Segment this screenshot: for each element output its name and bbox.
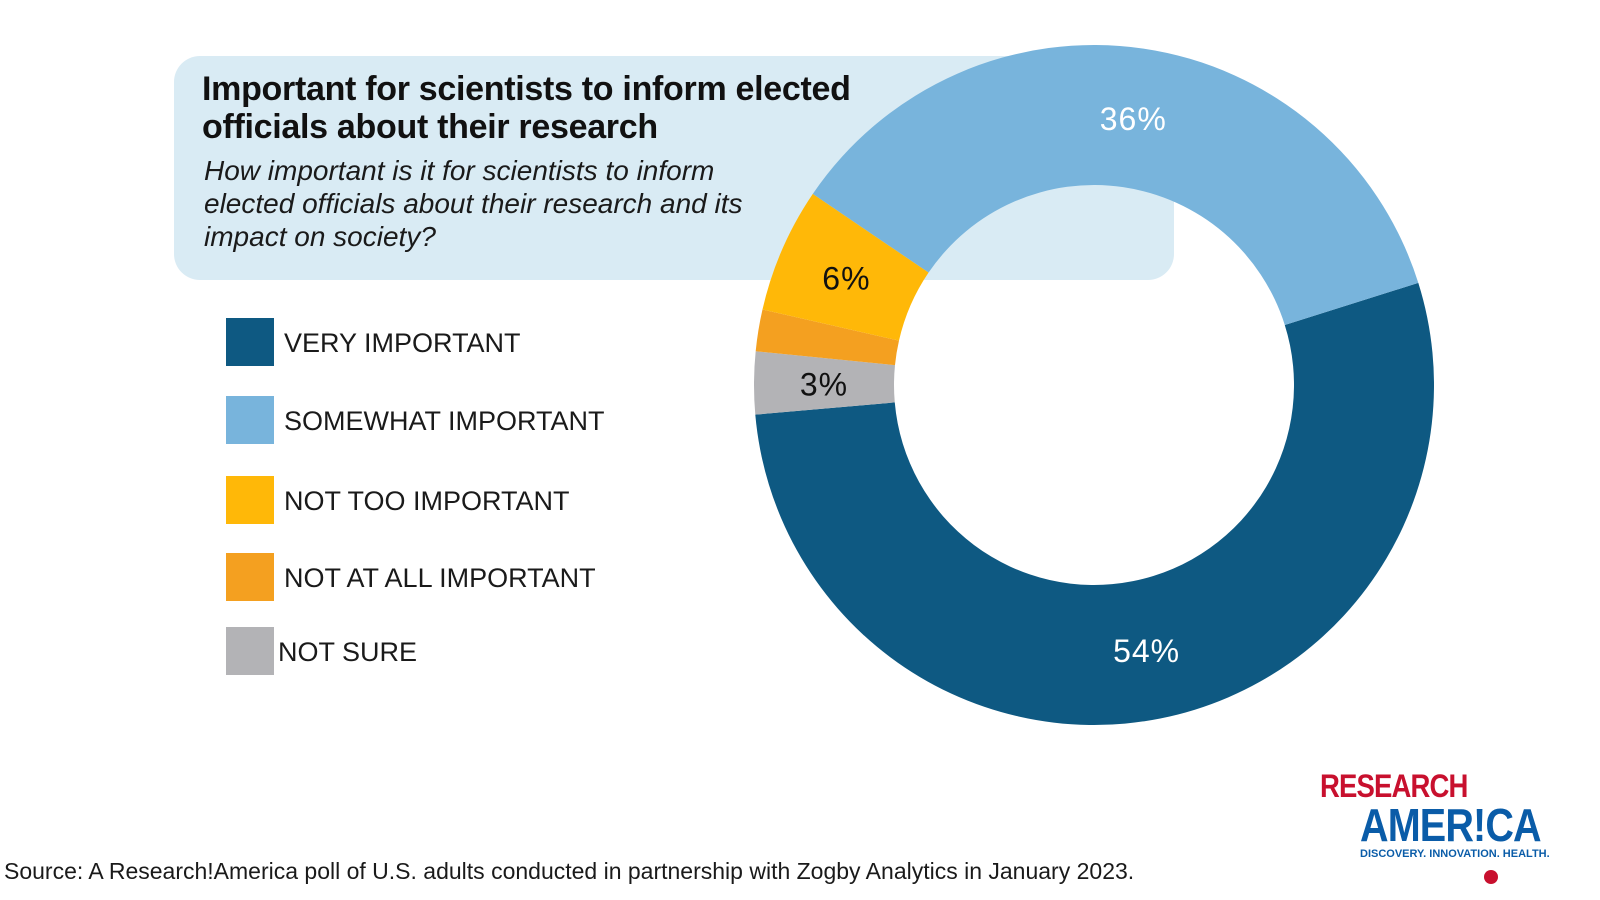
logo-dot — [1484, 870, 1498, 884]
slice-label: 6% — [822, 260, 870, 296]
donut-slice-not-at-all-important — [755, 309, 899, 366]
legend-swatch — [226, 553, 274, 601]
legend-swatch — [226, 476, 274, 524]
donut-slice-not-sure — [753, 351, 895, 415]
legend-swatch — [226, 627, 274, 675]
legend-item: NOT AT ALL IMPORTANT — [226, 553, 686, 601]
donut-slice-not-too-important — [762, 193, 929, 341]
source-note: Source: A Research!America poll of U.S. … — [4, 858, 1135, 884]
legend-swatch — [226, 318, 274, 366]
slice-label: 54% — [1113, 633, 1180, 669]
legend-item: VERY IMPORTANT — [226, 318, 686, 366]
donut-slice-somewhat-important — [812, 44, 1419, 325]
legend-item: NOT TOO IMPORTANT — [226, 476, 686, 524]
legend-item: SOMEWHAT IMPORTANT — [226, 396, 686, 444]
logo-tagline: DISCOVERY. INNOVATION. HEALTH. — [1360, 848, 1550, 860]
chart-title: Important for scientists to inform elect… — [202, 70, 851, 146]
donut-slice-very-important — [755, 282, 1434, 726]
legend-label: NOT SURE — [278, 637, 418, 667]
chart-subtitle: How important is it for scientists to in… — [204, 155, 743, 252]
slice-label: 3% — [800, 366, 848, 402]
legend-item: NOT SURE — [226, 627, 686, 675]
logo-text-bottom: AMER!CA — [1360, 799, 1542, 851]
legend-label: SOMEWHAT IMPORTANT — [284, 406, 605, 436]
slice-label: 36% — [1100, 101, 1167, 137]
research-america-logo: RESEARCH AMER!CA DISCOVERY. INNOVATION. … — [1320, 768, 1580, 886]
logo-text-top: RESEARCH — [1320, 768, 1468, 804]
legend-label: NOT AT ALL IMPORTANT — [284, 563, 596, 593]
legend-label: VERY IMPORTANT — [284, 328, 521, 358]
legend-label: NOT TOO IMPORTANT — [284, 486, 570, 516]
legend-swatch — [226, 396, 274, 444]
